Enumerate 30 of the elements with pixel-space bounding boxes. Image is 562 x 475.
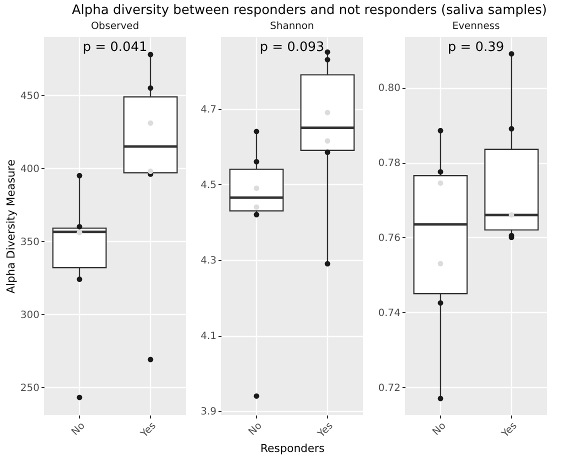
- y-tick-label: 350: [20, 236, 40, 248]
- y-tick-label: 3.9: [200, 406, 216, 418]
- chart-subtitle: Evenness: [452, 21, 500, 32]
- chart-subtitle: Observed: [90, 21, 140, 32]
- x-tick-label: Yes: [499, 420, 520, 440]
- y-tick-label: 250: [20, 382, 40, 394]
- annotation: p = 0.093: [260, 40, 324, 55]
- y-tick-label: 450: [20, 90, 40, 102]
- annotation: p = 0.39: [448, 40, 504, 55]
- y-tick-label: 0.78: [378, 158, 400, 169]
- y-tick-label: 4.5: [200, 180, 216, 191]
- x-tick-label: Yes: [315, 420, 336, 440]
- chart-subtitle: Shannon: [270, 21, 314, 32]
- y-tick-label: 4.7: [200, 104, 216, 116]
- text: Alpha diversity between responders and not responders (saliva samples): [72, 3, 547, 18]
- y-tick-label: 0.74: [378, 308, 400, 319]
- y-tick-label: 0.72: [378, 382, 400, 394]
- y-tick-label: 4.3: [200, 256, 216, 267]
- x-tick-label: No: [246, 420, 264, 438]
- y-tick-label: 0.80: [378, 83, 400, 94]
- x-axis-title: Responders: [260, 442, 325, 455]
- y-axis-title: Alpha Diversity Measure: [4, 159, 18, 294]
- y-tick-label: 400: [20, 164, 40, 175]
- annotation: p = 0.041: [82, 40, 148, 55]
- y-tick-label: 300: [20, 310, 40, 321]
- y-tick-label: 0.76: [378, 232, 400, 244]
- x-tick-label: No: [70, 420, 88, 438]
- x-tick-label: No: [430, 420, 448, 438]
- x-tick-label: Yes: [138, 420, 158, 440]
- y-tick-label: 4.1: [200, 331, 216, 342]
